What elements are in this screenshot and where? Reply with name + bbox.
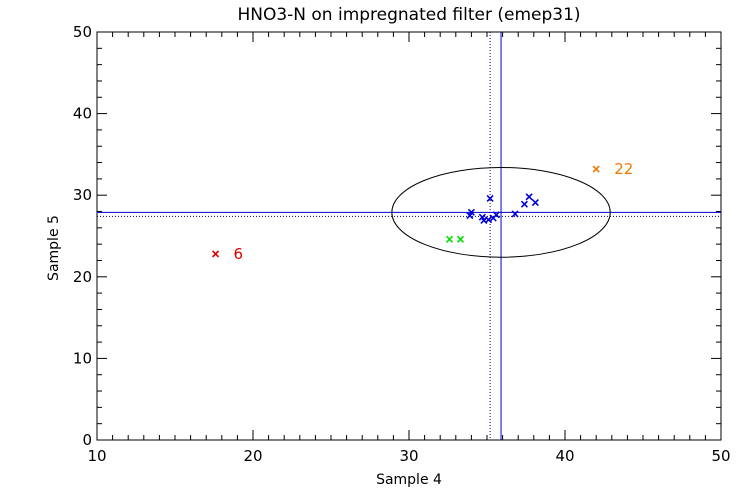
data-point-blue [486,194,494,203]
chart-title: HNO3-N on impregnated filter (emep31) [237,5,580,25]
y-tick-label: 30 [73,186,92,204]
data-point-blue [511,210,519,218]
data-point-label: 6 [234,245,244,263]
data-point-blue [484,216,493,224]
y-tick-label: 50 [73,23,92,41]
x-tick-label: 50 [711,447,730,465]
y-axis-label: Sample 5 [46,215,62,281]
data-point-blue [531,198,539,207]
data-point-orange [592,165,600,173]
data-point-blue [492,211,500,219]
data-point-blue [467,208,475,216]
data-point-green [456,235,465,243]
y-tick-label: 20 [73,268,92,286]
data-point-blue [520,200,529,208]
y-tick-label: 10 [73,349,92,367]
x-tick-label: 40 [555,447,574,465]
y-tick-label: 40 [73,105,92,123]
x-tick-label: 10 [87,447,106,465]
confidence-ellipse [391,166,611,258]
x-tick-label: 20 [243,447,262,465]
x-axis-label: Sample 4 [376,472,442,488]
data-point-red [211,250,220,258]
data-point-blue [525,193,533,201]
y-tick-label: 0 [82,431,92,449]
data-point-green [445,235,454,243]
data-point-label: 22 [614,160,633,178]
x-tick-label: 30 [399,447,418,465]
